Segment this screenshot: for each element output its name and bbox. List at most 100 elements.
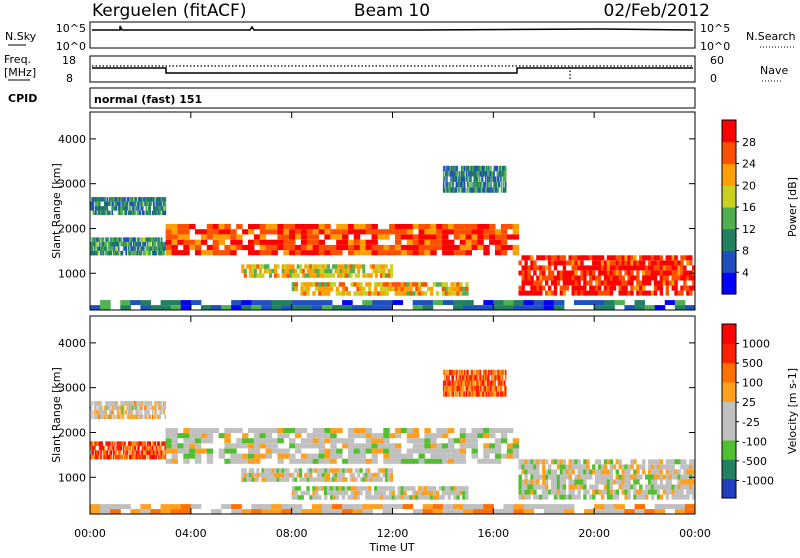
- velocity-cell: [155, 454, 158, 460]
- velocity-cell: [100, 410, 102, 415]
- velocity-cell: [359, 428, 367, 434]
- velocity-cell: [432, 495, 437, 500]
- velocity-cell: [459, 375, 462, 381]
- power-cell: [609, 260, 614, 266]
- velocity-cell: [330, 428, 337, 434]
- power-cell: [395, 229, 402, 235]
- velocity-cell: [371, 453, 378, 459]
- velocity-cell: [461, 391, 464, 397]
- power-cell: [477, 244, 484, 251]
- power-cell: [394, 282, 398, 287]
- velocity-cell: [391, 486, 396, 491]
- power-cell: [495, 181, 497, 188]
- power-cell: [93, 237, 96, 242]
- power-cell: [595, 275, 599, 281]
- velocity-cell: [90, 504, 101, 509]
- power-cell: [488, 181, 490, 188]
- power-cell: [374, 291, 378, 296]
- power-cell: [121, 241, 124, 247]
- velocity-cell: [348, 428, 355, 434]
- power-cell: [656, 285, 661, 291]
- power-cell: [418, 224, 425, 230]
- velocity-cell: [189, 453, 196, 459]
- velocity-cell: [483, 443, 490, 449]
- time-tick-label: 08:00: [276, 527, 308, 540]
- velocity-cell: [324, 448, 331, 454]
- velocity-cell: [533, 459, 537, 465]
- power-cell: [550, 260, 555, 266]
- power-cell: [463, 187, 466, 193]
- power-cell: [650, 290, 655, 296]
- power-cell: [412, 291, 416, 296]
- velocity-cell: [689, 464, 693, 470]
- velocity-cell: [371, 458, 378, 464]
- power-cell: [319, 268, 323, 274]
- velocity-cell: [571, 469, 575, 475]
- power-cell: [154, 210, 157, 216]
- velocity-cell: [668, 459, 672, 465]
- power-cell: [258, 268, 262, 274]
- power-cell: [465, 187, 467, 193]
- power-cell: [160, 305, 172, 310]
- power-cell: [463, 305, 474, 310]
- power-cell: [418, 286, 422, 292]
- velocity-cell: [442, 443, 449, 449]
- power-cell: [612, 255, 617, 261]
- velocity-cell: [131, 441, 134, 446]
- power-cell: [686, 270, 690, 276]
- velocity-cell: [103, 454, 106, 460]
- velocity-cell: [527, 484, 531, 490]
- power-cell: [96, 250, 99, 256]
- power-cell: [462, 176, 465, 182]
- velocity-cell: [621, 484, 625, 490]
- power-cell: [574, 285, 578, 291]
- power-cell: [342, 234, 349, 240]
- velocity-cell: [512, 448, 520, 454]
- velocity-cell: [281, 504, 293, 509]
- velocity-cell: [154, 450, 157, 455]
- velocity-cell: [283, 448, 290, 454]
- velocity-cell: [111, 401, 114, 406]
- power-cell: [449, 181, 451, 188]
- velocity-cell: [586, 464, 590, 470]
- velocity-cell: [266, 477, 270, 482]
- velocity-cell: [683, 464, 687, 470]
- velocity-cell: [100, 414, 102, 420]
- power-cell: [107, 241, 110, 247]
- velocity-cell: [348, 453, 355, 459]
- power-cell: [460, 187, 463, 193]
- velocity-cell: [165, 428, 172, 434]
- velocity-cell: [134, 414, 136, 420]
- velocity-cell: [107, 445, 110, 451]
- velocity-cell: [489, 433, 496, 439]
- velocity-cell: [536, 494, 540, 500]
- velocity-cell: [456, 495, 460, 500]
- power-cell: [592, 265, 596, 271]
- velocity-cell: [379, 495, 384, 500]
- power-cell: [553, 275, 558, 281]
- velocity-cell: [151, 450, 154, 455]
- velocity-cell: [412, 433, 420, 439]
- velocity-cell: [459, 433, 467, 439]
- power-cell: [389, 224, 396, 230]
- velocity-cell: [548, 474, 552, 480]
- power-cell: [212, 250, 220, 256]
- velocity-cell: [527, 489, 531, 495]
- velocity-cell: [484, 385, 487, 392]
- power-cell: [444, 176, 446, 182]
- velocity-cell: [365, 495, 369, 500]
- velocity-cell: [100, 401, 102, 406]
- velocity-cell: [112, 401, 115, 406]
- velocity-cell: [559, 489, 564, 495]
- power-cell: [141, 197, 144, 202]
- velocity-cell: [344, 468, 348, 473]
- velocity-cell: [680, 484, 684, 490]
- power-cell: [134, 241, 136, 247]
- power-cell: [618, 270, 622, 276]
- velocity-cell: [92, 454, 95, 460]
- velocity-cell: [115, 414, 117, 420]
- velocity-cell: [392, 504, 404, 509]
- power-cell: [618, 255, 622, 261]
- velocity-cell: [448, 458, 455, 464]
- power-colorbar-swatch: [722, 163, 736, 186]
